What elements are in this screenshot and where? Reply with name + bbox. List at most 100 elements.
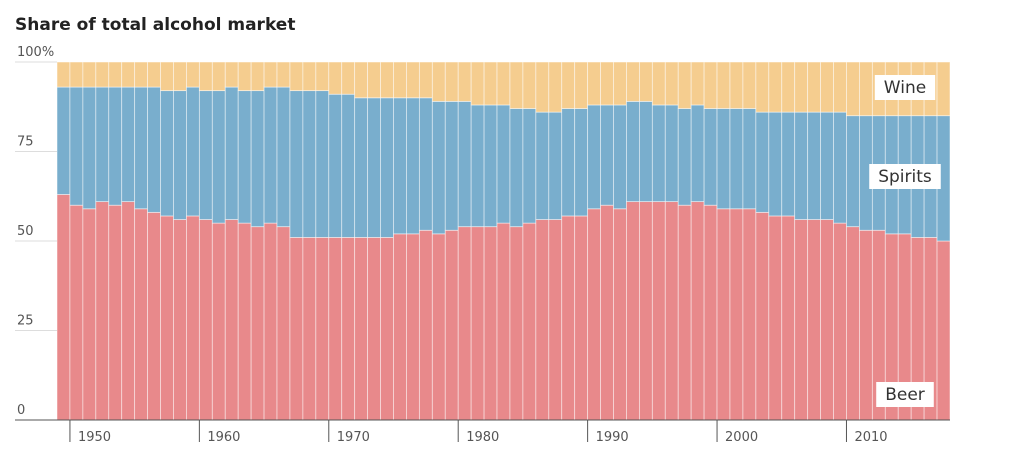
legend-box (876, 382, 934, 407)
bar-segment (651, 201, 666, 421)
legend-label: Spirits (878, 167, 932, 187)
bar-segment (742, 61, 757, 109)
bar-segment (289, 90, 304, 238)
bar-segment (807, 61, 821, 113)
bar-segment (367, 237, 381, 421)
bar-segment (431, 233, 446, 421)
bar-segment (716, 208, 731, 421)
bar-segment (121, 86, 136, 203)
x-tick-label: 2000 (725, 430, 758, 445)
legend-label: Wine (884, 78, 926, 98)
bar-segment (354, 61, 369, 99)
bar-segment (677, 61, 692, 109)
bar-segment (587, 208, 601, 421)
bar-segment (677, 204, 692, 421)
bar-segment (807, 219, 821, 421)
bar-segment (418, 61, 433, 99)
bar-segment (173, 90, 187, 220)
y-tick-label: 25 (17, 314, 34, 329)
bar-segment (522, 222, 537, 421)
bar-segment (509, 226, 524, 421)
bar-segment (703, 61, 718, 109)
x-tick-label: 2010 (854, 430, 887, 445)
bar-segment (211, 90, 226, 224)
x-tick-label: 1950 (78, 430, 111, 445)
bar-segment (431, 100, 446, 235)
bar-segment (626, 61, 640, 102)
bar-segment (186, 86, 200, 217)
bar-segment (160, 90, 174, 217)
bar-segment (393, 233, 407, 421)
bar-segment (263, 61, 278, 88)
bar-segment (548, 111, 563, 220)
bar-segment (147, 86, 161, 213)
bar-segment (237, 90, 252, 224)
bar-segment (574, 215, 589, 421)
bar-segment (638, 201, 653, 421)
bar-segment (522, 61, 537, 109)
bar-segment (315, 237, 330, 421)
bar-segment (794, 61, 809, 113)
bar-segment (457, 100, 472, 228)
bar-segment (69, 61, 84, 88)
bar-segment (600, 204, 614, 421)
bar-segment (781, 215, 796, 421)
bar-segment (483, 61, 498, 106)
bar-segment (936, 240, 951, 421)
bar-segment (613, 208, 627, 421)
y-tick-label: 100% (17, 45, 54, 60)
bar-segment (651, 104, 666, 203)
bar-segment (134, 86, 148, 210)
bar-segment (755, 111, 770, 213)
bar-segment (548, 61, 563, 113)
bar-segment (134, 61, 148, 88)
bar-segment (561, 61, 576, 109)
bar-segment (341, 237, 356, 421)
bar-segment (729, 61, 744, 109)
bar-segment (690, 61, 705, 106)
bar-segment (121, 61, 136, 88)
bar-segment (522, 108, 537, 224)
bar-segment (237, 61, 252, 92)
bar-segment (186, 215, 200, 421)
bar-segment (56, 194, 71, 421)
legend-box (869, 164, 941, 189)
bar-segment (160, 61, 174, 92)
bar-segment (147, 61, 161, 88)
bar-segment (483, 104, 498, 228)
bar-segment (638, 100, 653, 203)
bar-segment (535, 61, 550, 113)
bar-segment (483, 226, 498, 421)
bar-segment (250, 90, 265, 228)
bar-segment (328, 93, 343, 238)
bar-segment (716, 61, 731, 109)
bar-segment (211, 61, 226, 92)
bar-segment (574, 108, 589, 217)
bar-segment (561, 108, 576, 217)
bar-segment (444, 100, 459, 231)
bar-segment (95, 86, 110, 203)
bar-segment (742, 208, 757, 421)
bar-segment (108, 61, 123, 88)
bar-segment (198, 90, 213, 220)
bar-segment (418, 97, 433, 231)
bar-segment (638, 61, 653, 102)
bar-segment (444, 61, 459, 102)
bar-segment (367, 61, 381, 99)
bar-segment (250, 61, 265, 92)
bar-segment (302, 237, 317, 421)
bar-segment (315, 90, 330, 238)
bar-segment (807, 111, 821, 220)
x-tick-label: 1990 (596, 430, 629, 445)
chart-title: Share of total alcohol market (15, 15, 295, 35)
legend-item: Spirits (869, 164, 941, 189)
bar-segment (406, 61, 420, 99)
bar-segment (703, 108, 718, 206)
bar-segment (716, 108, 731, 210)
bar-segment (406, 233, 420, 421)
bar-segment (574, 61, 589, 109)
bar-segment (444, 229, 459, 421)
bar-segment (418, 229, 433, 421)
bar-segment (393, 61, 407, 99)
bar-segment (224, 86, 239, 220)
